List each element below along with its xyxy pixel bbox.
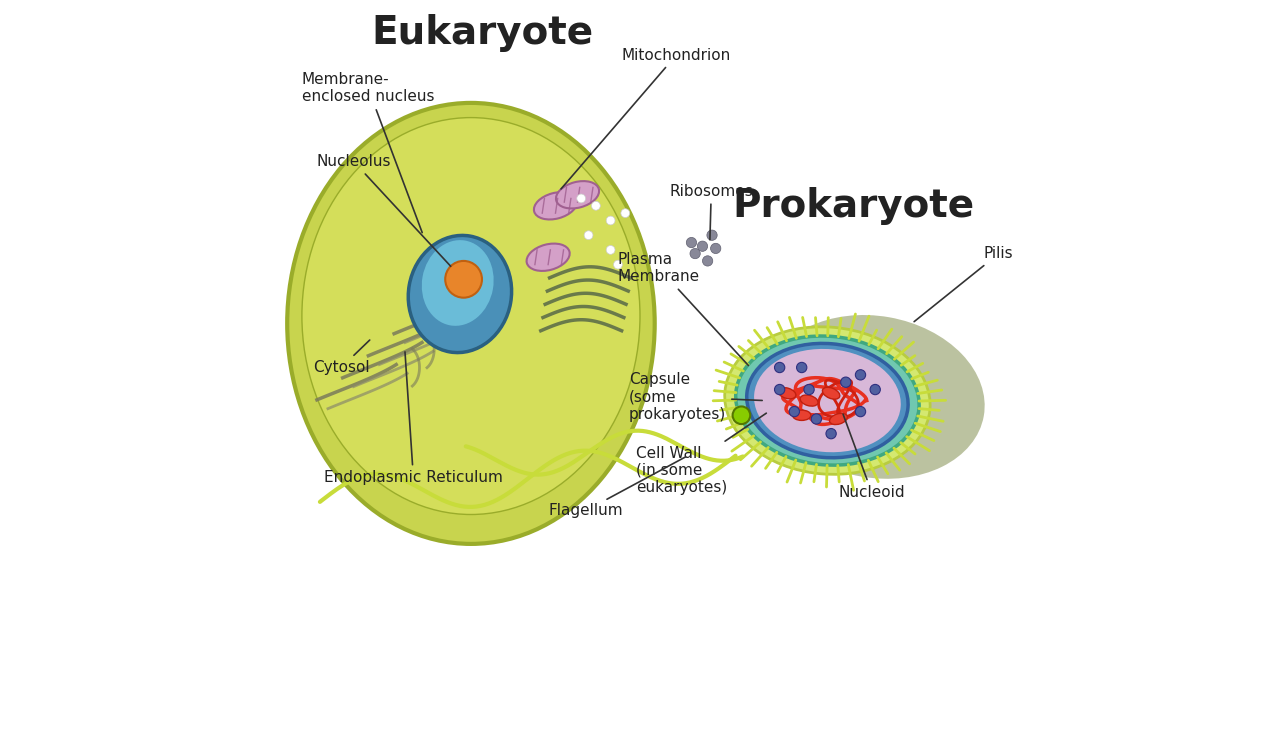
Text: Membrane-
enclosed nucleus: Membrane- enclosed nucleus <box>302 72 434 232</box>
Circle shape <box>870 384 881 395</box>
Ellipse shape <box>287 103 654 544</box>
Ellipse shape <box>534 192 577 220</box>
Text: Nucleoid: Nucleoid <box>838 415 905 500</box>
Circle shape <box>686 237 696 248</box>
Text: Ribosomes: Ribosomes <box>669 184 753 240</box>
Circle shape <box>607 216 614 225</box>
Ellipse shape <box>736 336 919 465</box>
Circle shape <box>607 245 614 254</box>
Circle shape <box>841 377 851 387</box>
Circle shape <box>855 406 865 417</box>
Ellipse shape <box>746 343 908 458</box>
Text: Endoplasmic Reticulum: Endoplasmic Reticulum <box>324 352 503 485</box>
Text: Mitochondrion: Mitochondrion <box>561 48 731 189</box>
Text: Pilis: Pilis <box>914 246 1014 322</box>
Text: Nucleolus: Nucleolus <box>316 154 451 266</box>
Circle shape <box>621 209 630 218</box>
Circle shape <box>804 384 814 395</box>
Ellipse shape <box>800 395 818 406</box>
Circle shape <box>707 230 717 240</box>
Circle shape <box>790 406 800 417</box>
Circle shape <box>584 231 593 240</box>
Ellipse shape <box>823 387 840 399</box>
Ellipse shape <box>302 118 640 514</box>
Circle shape <box>826 429 836 439</box>
Ellipse shape <box>754 349 901 452</box>
Circle shape <box>774 362 785 373</box>
Circle shape <box>613 260 622 269</box>
Circle shape <box>703 256 713 266</box>
Ellipse shape <box>778 387 796 399</box>
Text: Cytosol: Cytosol <box>312 340 370 375</box>
Text: Prokaryote: Prokaryote <box>732 187 974 225</box>
Ellipse shape <box>724 327 931 474</box>
Circle shape <box>855 370 865 380</box>
Text: Plasma
Membrane: Plasma Membrane <box>618 252 749 365</box>
Ellipse shape <box>526 243 570 271</box>
Ellipse shape <box>792 410 812 420</box>
Circle shape <box>732 406 750 424</box>
Text: Capsule
(some
prokaryotes): Capsule (some prokaryotes) <box>628 372 762 422</box>
Text: Eukaryote: Eukaryote <box>371 14 593 52</box>
Ellipse shape <box>556 181 599 209</box>
Circle shape <box>774 384 785 395</box>
Ellipse shape <box>829 413 847 425</box>
Circle shape <box>690 248 700 259</box>
Circle shape <box>698 241 708 251</box>
Circle shape <box>796 362 806 373</box>
Circle shape <box>710 243 721 254</box>
Circle shape <box>445 261 483 298</box>
Ellipse shape <box>765 315 984 478</box>
Ellipse shape <box>408 235 512 353</box>
Ellipse shape <box>421 239 494 327</box>
Circle shape <box>812 414 822 424</box>
Circle shape <box>591 201 600 210</box>
Text: Flagellum: Flagellum <box>548 457 685 518</box>
Text: Cell Wall
(in some
eukaryotes): Cell Wall (in some eukaryotes) <box>636 413 767 495</box>
Circle shape <box>577 194 586 203</box>
